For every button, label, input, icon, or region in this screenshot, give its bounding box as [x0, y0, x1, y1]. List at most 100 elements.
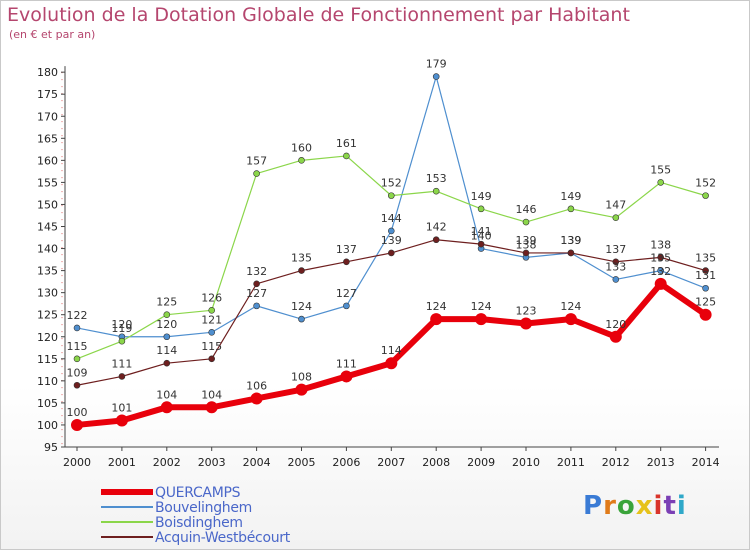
data-label: 120 — [605, 318, 626, 331]
data-label: 111 — [111, 357, 132, 370]
data-label: 133 — [605, 260, 626, 273]
legend-swatch — [101, 489, 153, 495]
logo-letter: i — [653, 491, 664, 521]
data-point — [160, 401, 173, 414]
x-tick-label: 2006 — [332, 456, 360, 469]
data-point — [298, 267, 305, 274]
data-point — [567, 205, 575, 213]
data-point — [387, 192, 395, 199]
data-point — [654, 277, 667, 290]
data-label: 115 — [67, 340, 88, 353]
logo-letter: r — [603, 491, 617, 521]
data-label: 101 — [111, 402, 132, 415]
data-point — [208, 355, 215, 363]
logo-letter: P — [583, 491, 604, 521]
data-label: 135 — [650, 252, 671, 265]
data-label: 142 — [426, 221, 447, 234]
y-tick-label: 150 — [37, 198, 58, 211]
y-tick-label: 165 — [37, 132, 58, 145]
data-point — [477, 240, 485, 248]
data-label: 141 — [471, 225, 492, 238]
legend-swatch — [101, 521, 153, 523]
data-point — [71, 418, 83, 431]
data-label: 124 — [560, 300, 581, 313]
data-label: 111 — [336, 357, 357, 370]
data-point — [385, 357, 398, 370]
data-label: 140 — [471, 230, 492, 243]
data-point — [567, 249, 575, 257]
data-label: 160 — [291, 141, 312, 154]
data-label: 152 — [695, 177, 716, 190]
x-tick-label: 2001 — [108, 456, 136, 469]
x-tick-label: 2000 — [63, 456, 91, 469]
data-label: 120 — [111, 318, 132, 331]
legend-label: Bouvelinghem — [155, 500, 253, 516]
y-tick-label: 115 — [37, 353, 58, 366]
data-point — [208, 329, 215, 336]
data-label: 106 — [246, 379, 267, 392]
data-point — [477, 205, 485, 213]
data-label: 132 — [650, 265, 671, 278]
data-point — [298, 157, 305, 164]
y-tick-label: 110 — [37, 375, 58, 388]
x-tick-label: 2013 — [647, 456, 675, 469]
x-tick-label: 2008 — [422, 456, 450, 469]
data-point — [298, 315, 305, 323]
y-tick-label: 175 — [37, 88, 58, 101]
data-label: 135 — [695, 252, 716, 265]
data-point — [208, 306, 215, 314]
data-label: 157 — [246, 155, 267, 168]
data-label: 119 — [111, 322, 132, 335]
x-tick-label: 2003 — [198, 456, 226, 469]
data-label: 120 — [156, 318, 177, 331]
data-label: 109 — [67, 366, 88, 379]
data-point — [702, 284, 709, 292]
data-point — [612, 214, 620, 221]
x-tick-label: 2007 — [377, 456, 405, 469]
x-tick-label: 2009 — [467, 456, 495, 469]
data-label: 153 — [426, 172, 447, 185]
y-tick-label: 180 — [37, 66, 58, 79]
data-point — [702, 192, 709, 199]
data-point — [612, 276, 620, 283]
data-point — [432, 73, 440, 80]
data-label: 137 — [605, 243, 626, 256]
y-tick-label: 105 — [37, 397, 58, 410]
data-label: 100 — [67, 406, 88, 419]
x-tick-label: 2012 — [602, 456, 630, 469]
data-point — [163, 333, 171, 341]
x-tick-label: 2010 — [512, 456, 540, 469]
data-label: 126 — [201, 291, 222, 304]
data-label: 104 — [201, 388, 222, 401]
data-label: 137 — [336, 243, 357, 256]
x-tick-label: 2011 — [557, 456, 585, 469]
data-point — [295, 383, 308, 396]
data-point — [343, 302, 350, 310]
y-tick-label: 170 — [37, 110, 58, 123]
data-label: 124 — [471, 300, 492, 313]
data-label: 125 — [695, 296, 716, 309]
data-point — [205, 401, 218, 414]
data-point — [702, 267, 709, 274]
data-point — [73, 324, 81, 332]
data-point — [432, 236, 440, 244]
data-label: 139 — [381, 234, 402, 247]
legend-label: Boisdinghem — [155, 515, 243, 531]
data-point — [253, 302, 260, 310]
data-label: 121 — [201, 313, 222, 326]
data-label: 104 — [156, 388, 177, 401]
data-label: 135 — [291, 252, 312, 265]
data-label: 139 — [560, 234, 581, 247]
data-label: 149 — [471, 190, 492, 203]
data-label: 144 — [381, 212, 402, 225]
data-point — [253, 280, 260, 288]
logo-letter: o — [616, 491, 636, 521]
data-label: 147 — [605, 199, 626, 212]
data-label: 138 — [516, 238, 537, 251]
data-point — [118, 337, 126, 345]
chart-title: Evolution de la Dotation Globale de Fonc… — [7, 4, 630, 26]
data-label: 131 — [695, 269, 716, 282]
data-label: 149 — [560, 190, 581, 203]
y-tick-label: 140 — [37, 243, 58, 256]
logo-letter: t — [663, 491, 677, 521]
